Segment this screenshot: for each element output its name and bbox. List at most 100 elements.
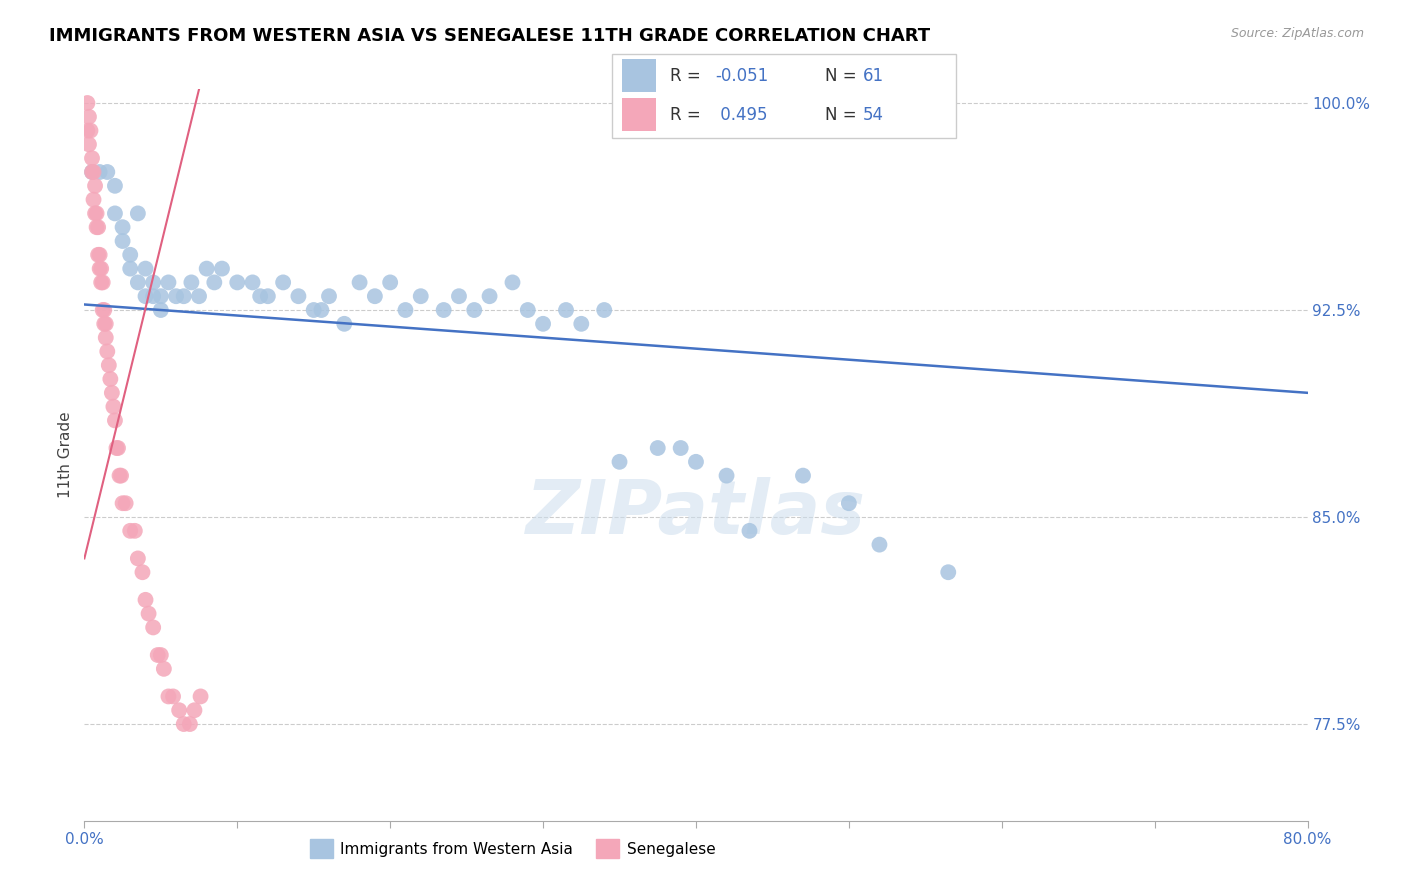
Text: -0.051: -0.051 [716, 67, 768, 85]
Text: N =: N = [825, 67, 862, 85]
Text: N =: N = [825, 105, 862, 123]
Point [77, 137, 100, 152]
Point [287, 289, 309, 303]
Point [188, 289, 211, 303]
Point [555, 303, 578, 318]
Point [716, 468, 738, 483]
Point [162, 690, 184, 704]
Point [165, 289, 187, 303]
Point [311, 303, 333, 318]
Point [127, 206, 149, 220]
Point [516, 303, 538, 318]
Point [77, 110, 100, 124]
Text: Source: ZipAtlas.com: Source: ZipAtlas.com [1230, 27, 1364, 40]
Text: R =: R = [671, 105, 706, 123]
Point [98, 372, 121, 386]
Point [180, 276, 202, 290]
Point [142, 289, 165, 303]
Point [349, 276, 371, 290]
Point [86, 220, 108, 235]
Point [531, 317, 554, 331]
Point [89, 165, 111, 179]
Point [394, 303, 416, 318]
Point [97, 358, 120, 372]
Point [138, 607, 160, 621]
Point [738, 524, 761, 538]
Point [838, 496, 860, 510]
Point [173, 717, 195, 731]
Point [76, 95, 98, 110]
Point [478, 289, 501, 303]
Point [142, 276, 165, 290]
Point [89, 261, 111, 276]
Point [1350, 165, 1372, 179]
Point [96, 165, 118, 179]
Point [104, 206, 127, 220]
Point [80, 165, 103, 179]
Point [157, 690, 180, 704]
Point [195, 261, 218, 276]
Point [120, 261, 142, 276]
Point [107, 441, 129, 455]
FancyBboxPatch shape [612, 54, 956, 138]
FancyBboxPatch shape [621, 98, 657, 130]
Point [76, 123, 98, 137]
Point [149, 648, 172, 662]
Point [190, 690, 212, 704]
Point [93, 303, 115, 318]
Point [103, 400, 125, 414]
Point [157, 276, 180, 290]
Point [90, 276, 112, 290]
Point [135, 289, 157, 303]
Point [211, 261, 233, 276]
Point [609, 455, 631, 469]
Point [869, 538, 891, 552]
Point [569, 317, 592, 331]
Point [84, 206, 107, 220]
Point [173, 289, 195, 303]
Point [183, 703, 205, 717]
Point [179, 717, 201, 731]
Point [120, 524, 142, 538]
Point [83, 165, 105, 179]
Point [242, 276, 264, 290]
Point [271, 276, 294, 290]
Point [83, 193, 105, 207]
Text: R =: R = [671, 67, 706, 85]
Point [153, 662, 176, 676]
Text: 0.495: 0.495 [716, 105, 768, 123]
Point [80, 165, 103, 179]
Point [110, 468, 132, 483]
Text: ZIPatlas: ZIPatlas [526, 477, 866, 550]
Point [333, 317, 356, 331]
Point [226, 276, 249, 290]
Point [87, 220, 110, 235]
Point [91, 303, 114, 318]
Point [80, 151, 103, 165]
FancyBboxPatch shape [621, 60, 657, 92]
Point [593, 303, 616, 318]
Point [302, 303, 325, 318]
Point [79, 123, 101, 137]
Text: IMMIGRANTS FROM WESTERN ASIA VS SENEGALESE 11TH GRADE CORRELATION CHART: IMMIGRANTS FROM WESTERN ASIA VS SENEGALE… [49, 27, 931, 45]
Point [463, 303, 485, 318]
Text: 54: 54 [863, 105, 884, 123]
Point [94, 330, 117, 344]
Point [96, 344, 118, 359]
Point [111, 234, 134, 248]
Point [146, 648, 169, 662]
Point [380, 276, 402, 290]
Point [127, 551, 149, 566]
Point [111, 496, 134, 510]
Point [135, 261, 157, 276]
Point [936, 566, 959, 580]
Point [647, 441, 669, 455]
Point [249, 289, 271, 303]
Point [149, 303, 172, 318]
Point [167, 703, 190, 717]
Point [149, 289, 172, 303]
Point [135, 592, 157, 607]
Point [131, 566, 153, 580]
Point [257, 289, 280, 303]
Legend: Immigrants from Western Asia, Senegalese: Immigrants from Western Asia, Senegalese [304, 833, 721, 864]
